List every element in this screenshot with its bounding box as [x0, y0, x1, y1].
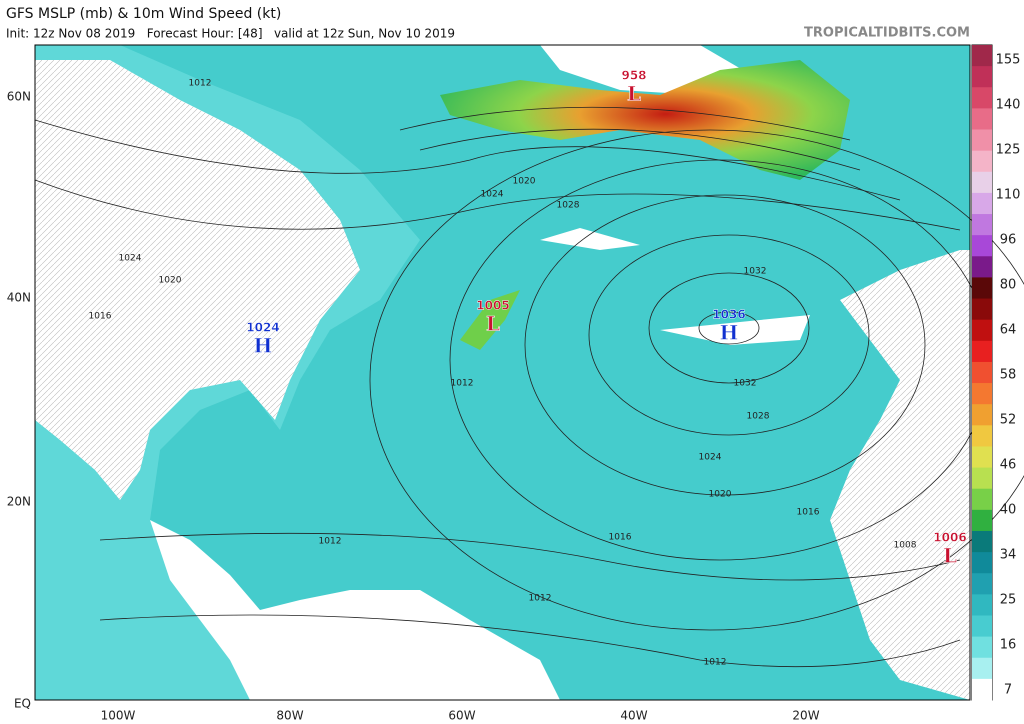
- colorbar-swatch: [972, 45, 992, 67]
- lat-label: 40N: [7, 291, 31, 305]
- isobar-label: 1012: [189, 79, 212, 89]
- colorbar-label: 140: [996, 98, 1021, 113]
- colorbar-label: 96: [1000, 233, 1017, 248]
- lon-label: 40W: [620, 709, 647, 723]
- colorbar-swatch: [972, 509, 992, 532]
- colorbar-swatch: [972, 150, 992, 173]
- land-hatch-east: [830, 250, 970, 700]
- center-pressure: 958: [621, 69, 646, 83]
- colorbar-swatch: [972, 383, 992, 405]
- lat-label: 20N: [7, 495, 31, 509]
- colorbar-label: 40: [1000, 503, 1017, 518]
- colorbar-swatch: [972, 488, 992, 511]
- isobar-label: 1012: [704, 658, 727, 668]
- colorbar-swatch: [972, 615, 992, 638]
- isobar-label: 1020: [513, 177, 536, 187]
- colorbar-swatch: [972, 425, 992, 447]
- colorbar-label: 34: [1000, 548, 1017, 563]
- lon-label: 100W: [101, 709, 136, 723]
- colorbar-swatch: [972, 66, 992, 88]
- center-symbol: L: [627, 82, 641, 106]
- colorbar-swatch: [972, 129, 992, 152]
- subtitle: Init: 12z Nov 08 2019 Forecast Hour: [48…: [6, 27, 455, 41]
- center-symbol: L: [486, 312, 500, 336]
- colorbar-label: 7: [1004, 683, 1012, 698]
- isobar-label: 1024: [481, 190, 504, 200]
- central-south-america: [150, 520, 560, 700]
- lat-label: 60N: [7, 90, 31, 104]
- colorbar-swatch: [972, 192, 992, 215]
- colorbar-label: 16: [1000, 638, 1017, 653]
- center-pressure: 1036: [712, 308, 745, 322]
- colorbar-swatch: [972, 87, 992, 109]
- colorbar-swatch: [972, 277, 992, 300]
- colorbar-label: 80: [1000, 278, 1017, 293]
- colorbar-swatch: [972, 108, 992, 131]
- colorbar-swatch: [972, 678, 992, 701]
- colorbar-swatch: [972, 171, 992, 194]
- colorbar-swatch: [972, 404, 992, 426]
- colorbar-swatch: [972, 552, 992, 574]
- isobar-label: 1020: [159, 276, 182, 286]
- isobar-label: 1012: [451, 379, 474, 389]
- isobar-label: 1032: [734, 379, 757, 389]
- colorbar-swatch: [972, 636, 992, 659]
- isobar-label: 1028: [557, 201, 580, 211]
- lon-label: 80W: [276, 709, 303, 723]
- lon-label: 20W: [792, 709, 819, 723]
- isobar-label: 1024: [699, 453, 722, 463]
- colorbar-swatch: [972, 319, 992, 342]
- source: TROPICALTIDBITS.COM: [804, 26, 970, 41]
- center-pressure: 1024: [246, 321, 279, 335]
- colorbar-swatch: [972, 446, 992, 469]
- map-frame: [34, 44, 971, 701]
- colorbar-label: 64: [1000, 323, 1017, 338]
- isobar-label: 1012: [529, 594, 552, 604]
- colorbar-label: 25: [1000, 593, 1017, 608]
- isobar-label: 1028: [747, 412, 770, 422]
- lon-label: 60W: [448, 709, 475, 723]
- colorbar-label: 110: [996, 188, 1021, 203]
- center-symbol: H: [254, 334, 273, 358]
- colorbar-label: 125: [996, 143, 1021, 158]
- colorbar-swatch: [972, 467, 992, 490]
- isobar-label: 1016: [89, 312, 112, 322]
- isobar-label: 1012: [319, 537, 342, 547]
- colorbar-label: 58: [1000, 368, 1017, 383]
- colorbar-label: 46: [1000, 458, 1017, 473]
- isobar-label: 1016: [609, 533, 632, 543]
- title: GFS MSLP (mb) & 10m Wind Speed (kt): [6, 6, 281, 22]
- map: [34, 44, 1024, 701]
- isobar-label: 1024: [119, 254, 142, 264]
- colorbar-swatch: [972, 214, 992, 236]
- colorbar-swatch: [972, 594, 992, 616]
- colorbar-swatch: [972, 235, 992, 257]
- center-symbol: H: [720, 321, 739, 345]
- colorbar-swatch: [972, 530, 992, 553]
- colorbar-swatch: [972, 340, 992, 363]
- colorbar-swatch: [972, 298, 992, 321]
- isobar-label: 1032: [744, 267, 767, 277]
- colorbar-label: 155: [996, 53, 1021, 68]
- center-pressure: 1005: [476, 299, 509, 313]
- isobar-label: 1020: [709, 490, 732, 500]
- center-pressure: 1006: [933, 531, 966, 545]
- wind-max-north: [440, 60, 850, 180]
- colorbar-label: 52: [1000, 413, 1017, 428]
- colorbar-swatch: [972, 657, 992, 680]
- colorbar-swatch: [972, 361, 992, 384]
- lat-label: EQ: [14, 697, 31, 711]
- wind-max-low: [460, 290, 520, 350]
- colorbar-swatch: [972, 573, 992, 595]
- colorbar-swatch: [972, 256, 992, 278]
- isobar-label: 1016: [797, 508, 820, 518]
- isobar-label: 1008: [894, 541, 917, 551]
- calm-areas: [540, 228, 810, 345]
- center-symbol: L: [943, 544, 957, 568]
